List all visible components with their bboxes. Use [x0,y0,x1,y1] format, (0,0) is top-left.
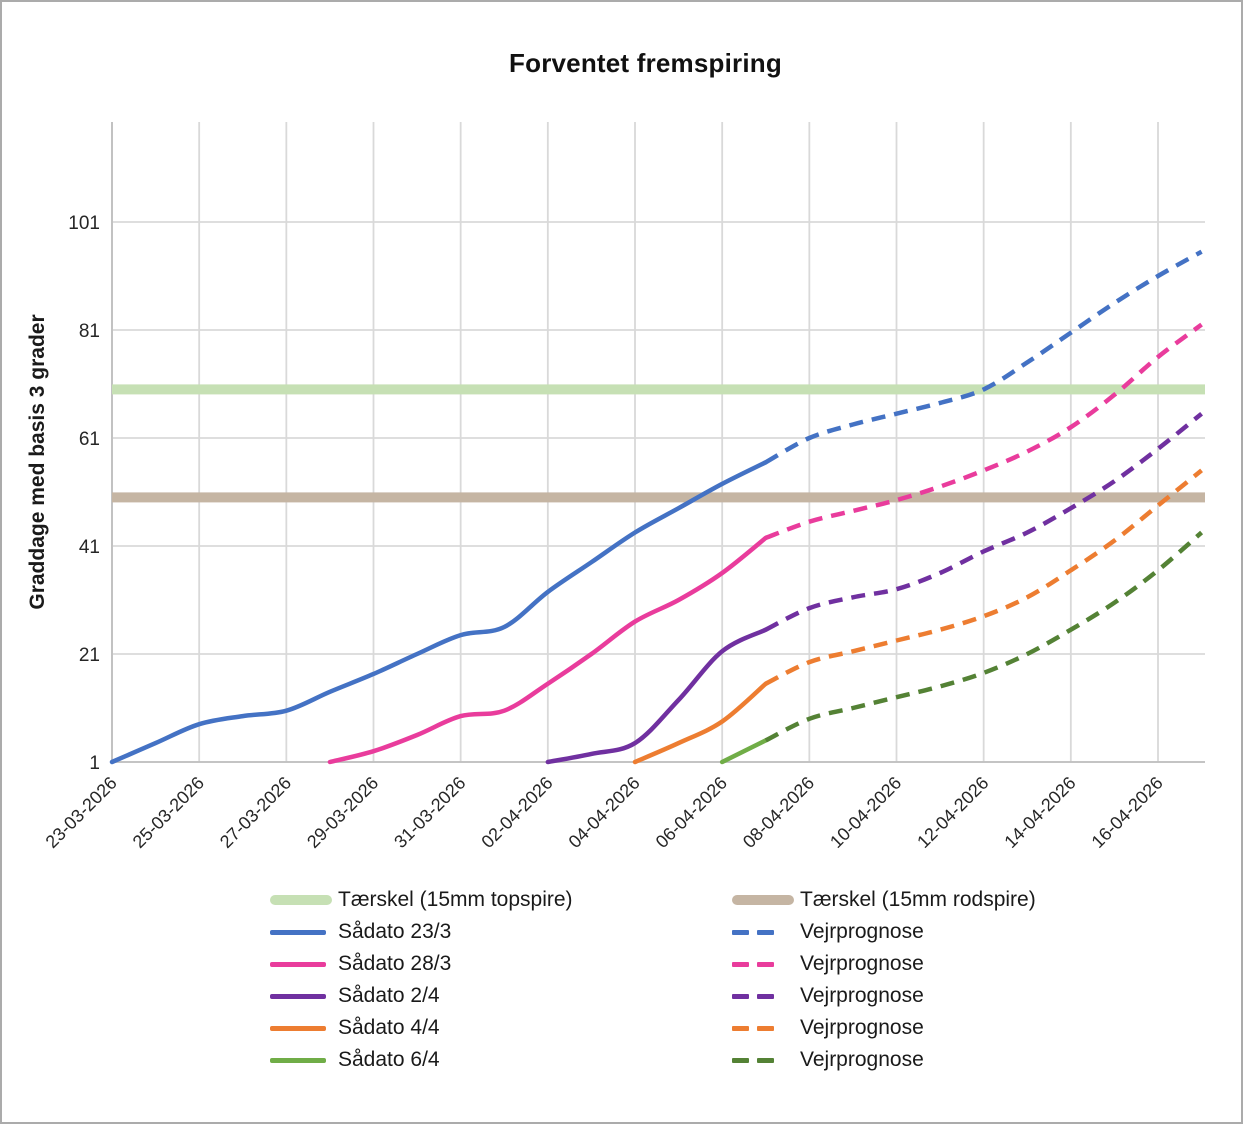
legend-dash-swatch-icon [732,1025,794,1031]
x-tick-label: 08-04-2026 [739,773,818,852]
y-tick-label: 101 [68,213,100,234]
legend-item-series-3: Sådato 4/4 [270,1012,732,1044]
series-line-forecast [764,530,1204,743]
legend-label: Vejrprognose [800,1048,924,1071]
legend-item-forecast-0: Vejrprognose [732,916,1036,948]
legend-item-threshold-topspire: Tærskel (15mm topspire) [270,884,732,916]
x-tick-label: 25-03-2026 [129,773,208,852]
x-tick-label: 10-04-2026 [826,773,905,852]
y-tick-label: 61 [79,429,100,450]
legend-solid-swatch-icon [270,993,332,999]
legend-band-swatch-icon [732,895,794,905]
legend-solid-swatch-icon [270,961,332,967]
y-tick-label: 41 [79,537,100,558]
legend-label: Vejrprognose [800,984,924,1007]
legend-label: Tærskel (15mm topspire) [338,888,573,911]
legend-label: Sådato 23/3 [338,920,452,943]
legend-label: Sådato 2/4 [338,984,440,1007]
x-tick-label: 23-03-2026 [42,773,121,852]
legend-dash-swatch-icon [732,961,794,967]
chart-title: Forventet fremspiring [509,48,782,78]
x-tick-label: 04-04-2026 [565,773,644,852]
legend-item-forecast-2: Vejrprognose [732,980,1036,1012]
legend-solid-swatch-icon [270,929,332,935]
threshold-band [112,492,1205,503]
series-line-actual [109,460,768,765]
threshold-band [112,384,1205,395]
x-tick-label: 14-04-2026 [1000,773,1079,852]
legend-solid-swatch-icon [270,1057,332,1063]
legend-item-series-0: Sådato 23/3 [270,916,732,948]
legend-band-swatch-icon [270,895,332,905]
y-tick-label: 1 [89,753,100,774]
y-tick-label: 81 [79,321,100,342]
legend-label: Sådato 4/4 [338,1016,440,1039]
x-tick-label: 06-04-2026 [652,773,731,852]
legend-label: Vejrprognose [800,1016,924,1039]
legend-item-series-4: Sådato 6/4 [270,1044,732,1076]
x-tick-label: 29-03-2026 [303,773,382,852]
legend-item-threshold-rodspire: Tærskel (15mm rodspire) [732,884,1036,916]
legend-label: Vejrprognose [800,920,924,943]
legend-item-series-1: Sådato 28/3 [270,948,732,980]
y-tick-label: 21 [79,645,100,666]
x-tick-label: 27-03-2026 [216,773,295,852]
series-line-forecast [764,322,1203,541]
series-line-actual [719,738,768,765]
legend-label: Vejrprognose [800,952,924,975]
legend-item-forecast-1: Vejrprognose [732,948,1036,980]
legend-label: Sådato 28/3 [338,952,452,975]
legend-dash-swatch-icon [732,929,794,935]
legend-label: Tærskel (15mm rodspire) [800,888,1036,911]
series-line-forecast [764,249,1203,465]
legend-label: Sådato 6/4 [338,1048,440,1071]
plot-area: Graddage med basis 3 grader 1 21 41 61 81 101… [26,122,1205,852]
legend-solid-swatch-icon [270,1025,332,1031]
x-tick-label: 02-04-2026 [477,773,556,852]
x-tick-label: 16-04-2026 [1088,773,1167,852]
legend-dash-swatch-icon [732,1057,794,1063]
series-line-actual [545,627,768,765]
series-line-actual [632,681,768,765]
legend-item-series-2: Sådato 2/4 [270,980,732,1012]
x-tick-label: 12-04-2026 [913,773,992,852]
legend-dash-swatch-icon [732,993,794,999]
series-line-actual [327,535,768,765]
y-axis-title: Graddage med basis 3 grader [26,314,49,609]
legend-item-forecast-3: Vejrprognose [732,1012,1036,1044]
legend: Tærskel (15mm topspire) Tærskel (15mm rod… [270,884,1036,1076]
series-line-forecast [764,411,1203,632]
x-tick-label: 31-03-2026 [390,773,469,852]
legend-item-forecast-4: Vejrprognose [732,1044,1036,1076]
series-line-forecast [764,468,1203,686]
